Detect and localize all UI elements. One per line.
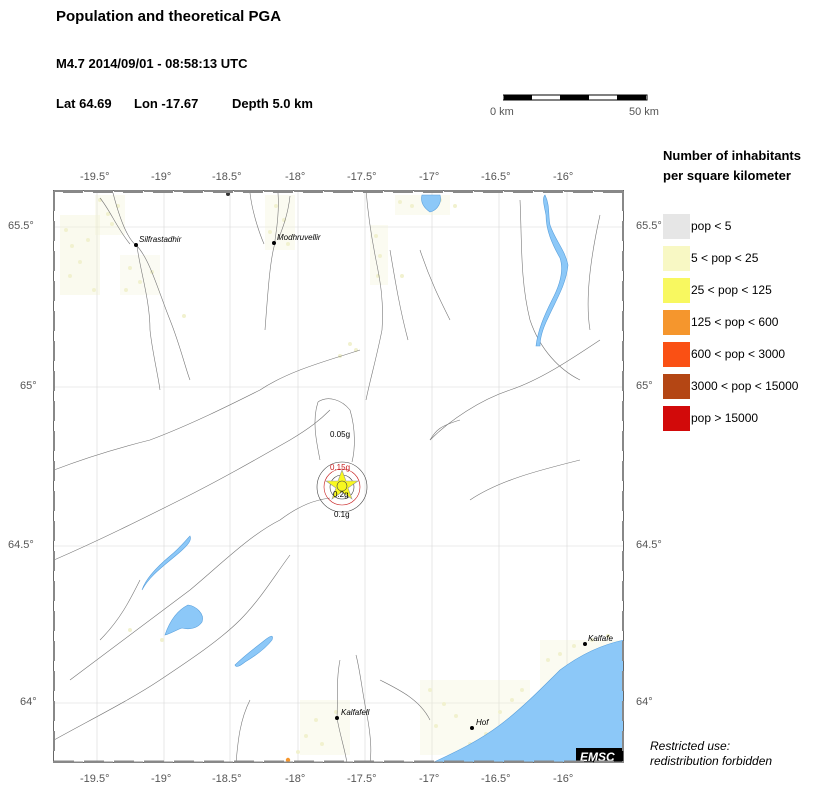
legend-label: 25 < pop < 125 (691, 283, 772, 297)
pga-label-01: 0.1g (334, 510, 350, 519)
left-tick: 64° (20, 696, 37, 708)
pga-contours: 0.05g 0.15g 0.2g 0.1g (316, 430, 368, 519)
legend-swatch (663, 374, 690, 399)
bottom-tick: -18° (285, 773, 306, 785)
page-title: Population and theoretical PGA (56, 8, 282, 25)
legend-title-line2: per square kilometer (663, 168, 791, 183)
emsc-logo (576, 748, 624, 763)
right-tick: 64° (636, 696, 653, 708)
top-tick: -16.5° (481, 171, 511, 183)
top-tick: -17.5° (347, 171, 377, 183)
legend-title-line1: Number of inhabitants (663, 148, 801, 163)
legend-swatch (663, 246, 690, 271)
legend-item: 600 < pop < 3000 (663, 342, 832, 367)
legend-swatch (663, 214, 690, 239)
top-tick: -19.5° (80, 171, 110, 183)
legend-item: 125 < pop < 600 (663, 310, 832, 335)
pop-hotspot (285, 757, 291, 763)
legend-item: 5 < pop < 25 (663, 246, 832, 271)
legend-swatch (663, 310, 690, 335)
right-tick: 64.5° (636, 539, 662, 551)
restricted-line2: redistribution forbidden (650, 754, 773, 768)
restricted-line1: Restricted use: (650, 739, 731, 753)
top-tick: -18.5° (212, 171, 242, 183)
event-info: M4.7 2014/09/01 - 08:58:13 UTC (56, 56, 248, 71)
town-label: Hof (476, 718, 489, 727)
top-tick: -17° (419, 171, 440, 183)
towns: Silfrastadhir Modhruvellir Kalfafell Hof… (134, 233, 613, 730)
water-bodies (141, 194, 624, 763)
scale-right-label: 50 km (629, 106, 659, 118)
top-tick: -18° (285, 171, 306, 183)
pga-label-005: 0.05g (330, 430, 350, 439)
legend-label: pop > 15000 (691, 411, 759, 425)
town-label: Kalfafell (341, 708, 370, 717)
latitude: Lat 64.69 (56, 96, 112, 111)
bottom-tick: -16° (553, 773, 574, 785)
legend-item: pop < 5 (663, 214, 832, 239)
rivers (53, 190, 601, 763)
bottom-tick: -19° (151, 773, 172, 785)
legend-swatch (663, 278, 690, 303)
scale-bar (503, 94, 648, 101)
bottom-tick: -18.5° (212, 773, 242, 785)
epicenter-star-icon (325, 469, 359, 500)
map-frame (53, 190, 624, 763)
map[interactable]: Silfrastadhir Modhruvellir Kalfafell Hof… (53, 190, 624, 763)
legend-item: 25 < pop < 125 (663, 278, 832, 303)
emsc-logo-text: EMSC (580, 750, 615, 763)
town-label: Kalfafe (588, 634, 613, 643)
bottom-tick: -17° (419, 773, 440, 785)
top-tick: -16° (553, 171, 574, 183)
legend-label: 5 < pop < 25 (691, 251, 759, 265)
town-label: Silfrastadhir (139, 235, 182, 244)
bottom-tick: -19.5° (80, 773, 110, 785)
left-tick: 65° (20, 380, 37, 392)
legend-label: 3000 < pop < 15000 (691, 379, 799, 393)
town-label: Modhruvellir (277, 233, 321, 242)
longitude: Lon -17.67 (134, 96, 199, 111)
restricted-notice: Restricted use: redistribution forbidden (650, 739, 772, 769)
legend-item: pop > 15000 (663, 406, 832, 431)
right-tick: 65.5° (636, 220, 662, 232)
legend-swatch (663, 406, 690, 431)
legend-title: Number of inhabitants per square kilomet… (663, 146, 801, 186)
bottom-tick: -17.5° (347, 773, 377, 785)
pga-label-02: 0.2g (333, 490, 349, 499)
scale-left-label: 0 km (490, 106, 514, 118)
legend-item: 3000 < pop < 15000 (663, 374, 832, 399)
location-info: Lat 64.69 Lon -17.67 Depth 5.0 km (56, 96, 313, 111)
legend-swatch (663, 342, 690, 367)
pga-label-015: 0.15g (330, 463, 350, 472)
legend-label: pop < 5 (691, 219, 732, 233)
legend-label: 125 < pop < 600 (691, 315, 779, 329)
top-tick: -19° (151, 171, 172, 183)
bottom-tick: -16.5° (481, 773, 511, 785)
left-tick: 65.5° (8, 220, 34, 232)
depth: Depth 5.0 km (232, 96, 313, 111)
left-tick: 64.5° (8, 539, 34, 551)
right-tick: 65° (636, 380, 653, 392)
legend-label: 600 < pop < 3000 (691, 347, 786, 361)
